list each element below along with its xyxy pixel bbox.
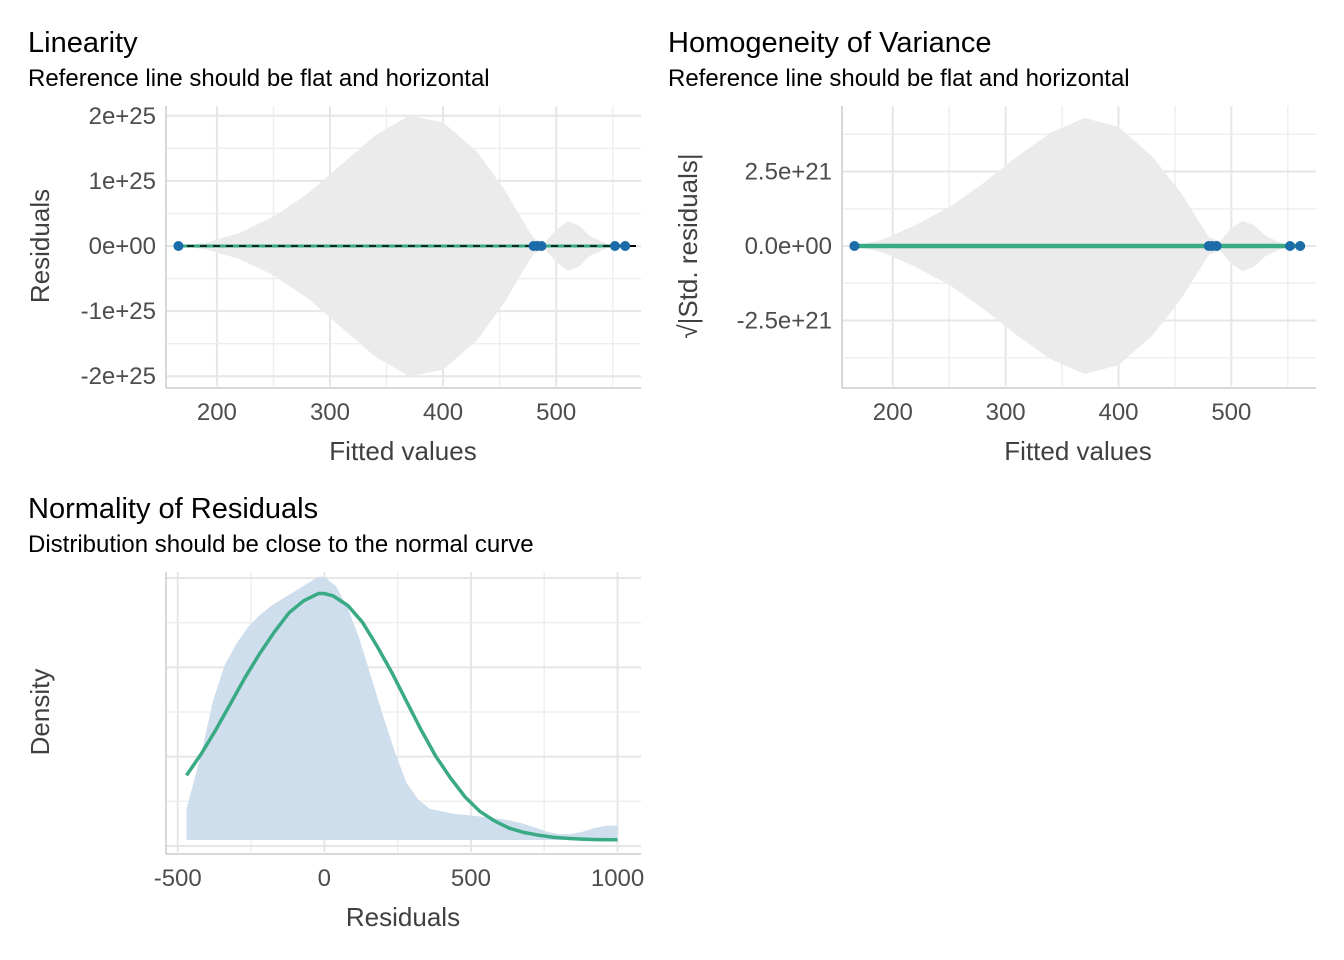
y-tick-label: 2.5e+21 [745, 159, 832, 186]
x-tick-label: 300 [986, 399, 1026, 426]
y-tick-label: 0e+00 [89, 233, 156, 260]
linearity-y-axis-label: Residuals [25, 189, 55, 303]
y-tick-label: -1e+25 [81, 298, 156, 325]
x-tick-label: 500 [451, 865, 491, 892]
homogeneity-x-ticks: 200 300 400 500 [873, 399, 1252, 426]
normality-subtitle: Distribution should be close to the norm… [28, 531, 534, 558]
data-point [1285, 241, 1296, 251]
data-point [536, 241, 547, 251]
linearity-marks [173, 241, 641, 251]
data-point [1211, 241, 1222, 251]
y-tick-label: 0.0e+00 [745, 233, 832, 260]
x-tick-label: 1000 [591, 865, 644, 892]
data-point [620, 241, 631, 251]
data-point [849, 241, 860, 251]
homogeneity-subtitle: Reference line should be flat and horizo… [668, 65, 1130, 92]
normality-title: Normality of Residuals [28, 493, 318, 525]
normality-y-axis-label: Density [25, 669, 55, 756]
normality-x-axis-label: Residuals [346, 902, 460, 932]
linearity-y-ticks: 2e+25 1e+25 0e+00 -1e+25 -2e+25 [81, 103, 156, 390]
homogeneity-x-axis-label: Fitted values [1004, 436, 1151, 466]
data-point [609, 241, 620, 251]
normality-normal-curve [185, 591, 618, 842]
y-tick-label: -2e+25 [81, 363, 156, 390]
data-point [173, 241, 184, 251]
x-tick-label: 300 [310, 399, 350, 426]
homogeneity-title: Homogeneity of Variance [668, 27, 991, 59]
linearity-x-ticks: 200 300 400 500 [197, 399, 576, 426]
linearity-panel: Linearity Reference line should be flat … [25, 27, 641, 466]
x-tick-label: 0 [318, 865, 331, 892]
normality-x-ticks: -500 0 500 1000 [154, 865, 645, 892]
linearity-title: Linearity [28, 27, 138, 59]
x-tick-label: 500 [536, 399, 576, 426]
homogeneity-y-ticks: 2.5e+21 0.0e+00 -2.5e+21 [737, 159, 832, 335]
normality-panel: Normality of Residuals Distribution shou… [25, 493, 644, 932]
x-tick-label: 400 [423, 399, 463, 426]
homogeneity-y-axis-label: √|Std. residuals| [673, 153, 703, 338]
x-tick-label: 200 [873, 399, 913, 426]
x-tick-label: 400 [1098, 399, 1138, 426]
x-tick-label: 200 [197, 399, 237, 426]
linearity-x-axis-label: Fitted values [329, 436, 476, 466]
x-tick-label: 500 [1211, 399, 1251, 426]
homogeneity-panel: Homogeneity of Variance Reference line s… [668, 27, 1316, 466]
x-tick-label: -500 [154, 865, 202, 892]
y-tick-label: -2.5e+21 [737, 307, 832, 334]
y-tick-label: 2e+25 [89, 103, 156, 130]
linearity-subtitle: Reference line should be flat and horizo… [28, 65, 490, 92]
normality-density-area [186, 576, 618, 840]
data-point [1295, 241, 1306, 251]
y-tick-label: 1e+25 [89, 168, 156, 195]
homogeneity-marks [849, 241, 1306, 251]
